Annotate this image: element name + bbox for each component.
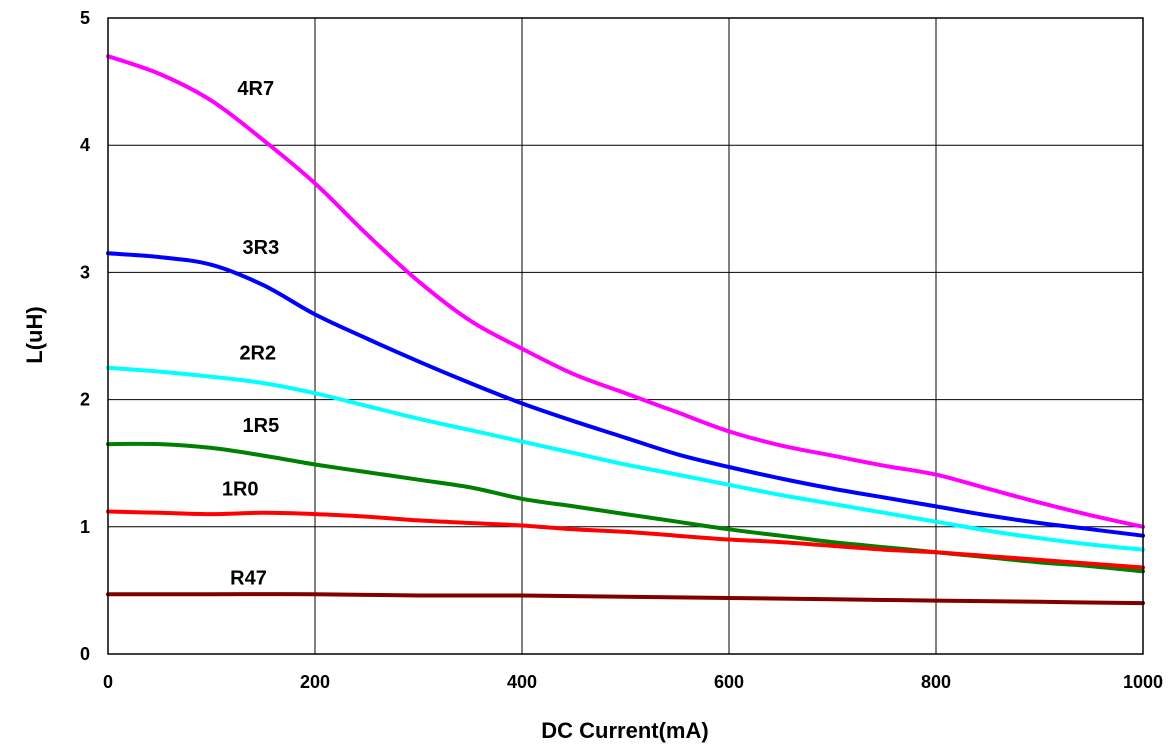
series-label-2r2: 2R2 [239, 343, 276, 365]
series-line-3r3 [106, 251, 1145, 538]
series-label-1r0: 1R0 [222, 479, 259, 501]
x-axis-title: DC Current(mA) [541, 718, 708, 743]
y-tick-label-5: 5 [80, 8, 90, 28]
series-label-4r7: 4R7 [237, 78, 274, 100]
series-label-r47: R47 [230, 568, 267, 590]
x-tick-label-4: 800 [921, 672, 951, 692]
y-tick-label-0: 0 [80, 644, 90, 664]
series-line-r47 [106, 592, 1145, 606]
series-label-3r3: 3R3 [243, 237, 280, 259]
series-line-1r0 [106, 509, 1145, 570]
x-tick-label-3: 600 [714, 672, 744, 692]
series-line-4r7 [106, 54, 1145, 529]
series-label-1r5: 1R5 [243, 415, 280, 437]
x-tick-label-1: 200 [300, 672, 330, 692]
y-tick-label-2: 2 [80, 390, 90, 410]
x-tick-label-2: 400 [507, 672, 537, 692]
x-tick-label-0: 0 [103, 672, 113, 692]
y-tick-label-1: 1 [80, 517, 90, 537]
y-tick-label-3: 3 [80, 262, 90, 282]
x-tick-labels: 0 200 400 600 800 1000 [103, 672, 1163, 692]
y-axis-title: L(uH) [22, 306, 47, 363]
plot-border [107, 17, 1144, 655]
y-tick-labels: 0 1 2 3 4 5 [80, 8, 90, 664]
series-lines [106, 54, 1145, 606]
series-labels: 4R7 3R3 2R2 1R5 1R0 R47 [222, 78, 279, 590]
y-tick-label-4: 4 [80, 135, 90, 155]
series-line-2r2 [106, 365, 1145, 552]
x-tick-label-5: 1000 [1123, 672, 1163, 692]
